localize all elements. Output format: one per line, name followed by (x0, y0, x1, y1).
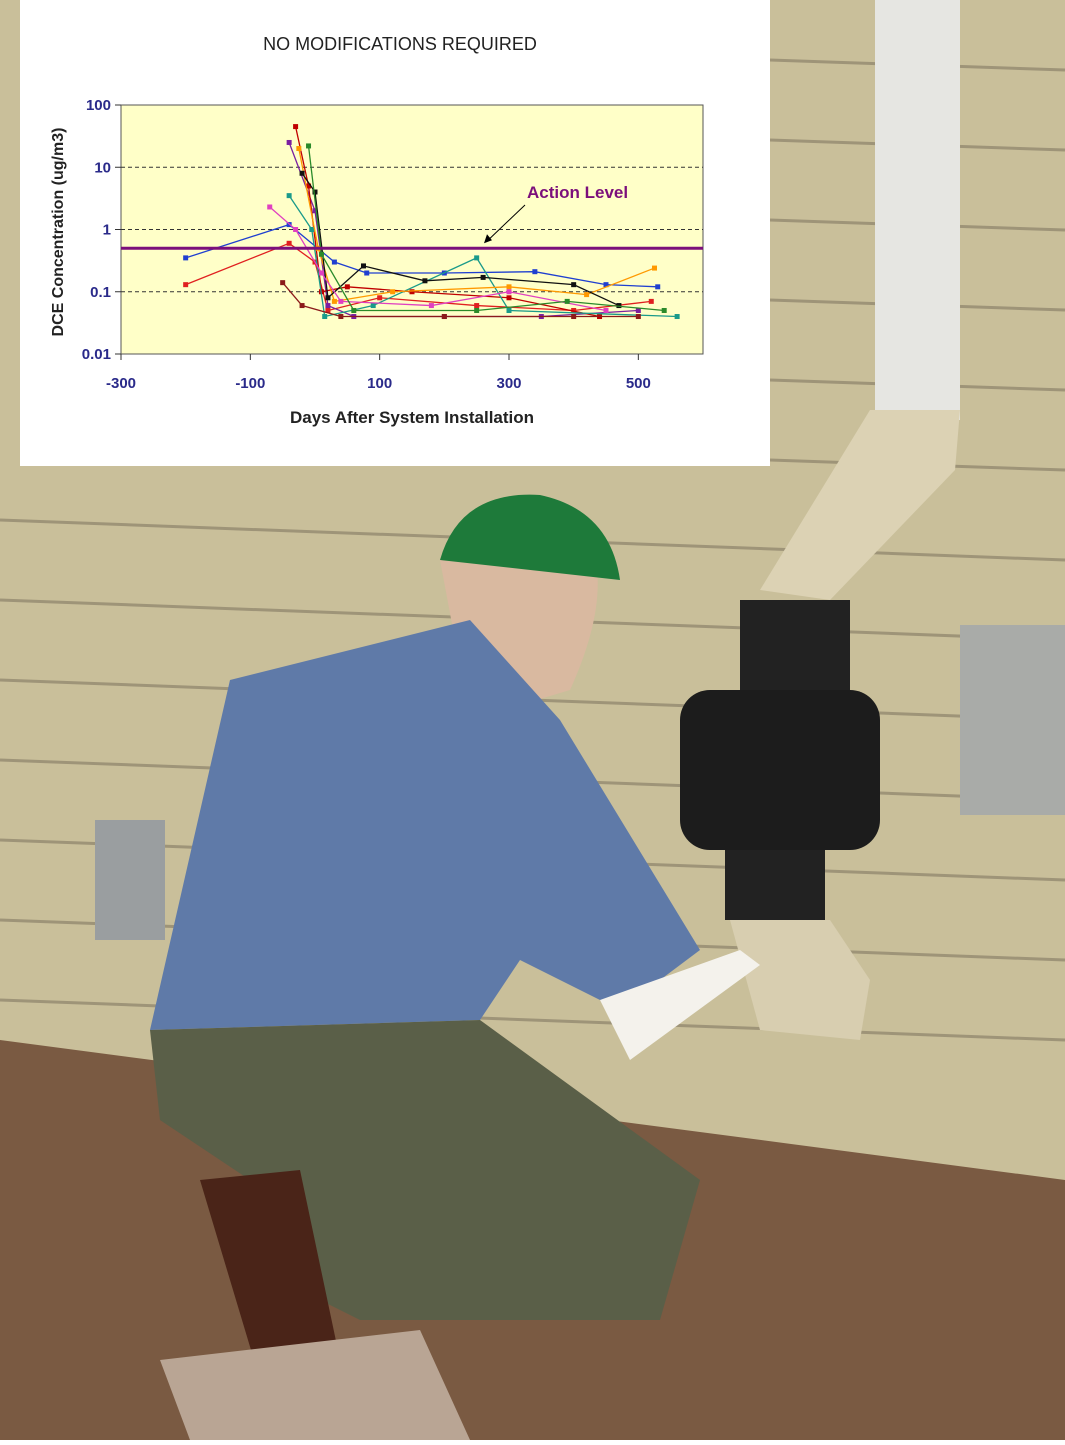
marker (293, 124, 298, 129)
marker (652, 266, 657, 271)
chart-title: NO MODIFICATIONS REQUIRED (263, 34, 537, 54)
y-tick-label: 100 (86, 97, 111, 114)
marker (390, 289, 395, 294)
marker (338, 299, 343, 304)
marker (287, 241, 292, 246)
x-axis-label: Days After System Installation (290, 408, 534, 427)
marker (655, 284, 660, 289)
marker (675, 314, 680, 319)
marker (287, 193, 292, 198)
vent (95, 820, 165, 940)
marker (474, 308, 479, 313)
marker (571, 282, 576, 287)
marker (507, 308, 512, 313)
marker (325, 295, 330, 300)
marker (345, 284, 350, 289)
marker (507, 289, 512, 294)
marker (293, 227, 298, 232)
marker (287, 140, 292, 145)
marker (351, 308, 356, 313)
marker (410, 289, 415, 294)
y-tick-label: 0.1 (90, 284, 111, 301)
y-tick-label: 1 (103, 222, 111, 239)
electric-box (960, 625, 1065, 815)
marker (183, 255, 188, 260)
marker (332, 299, 337, 304)
marker (280, 280, 285, 285)
coupling (740, 600, 850, 700)
marker (474, 303, 479, 308)
x-tick-label: -300 (106, 375, 136, 392)
marker (322, 314, 327, 319)
coupling-lower (725, 850, 825, 920)
marker (571, 314, 576, 319)
y-tick-label: 10 (94, 159, 111, 176)
marker (649, 299, 654, 304)
marker (319, 252, 324, 257)
marker (309, 227, 314, 232)
marker (267, 204, 272, 209)
x-tick-label: 300 (496, 375, 521, 392)
marker (442, 314, 447, 319)
screen: NO MODIFICATIONS REQUIRED Days After Sys… (0, 0, 1065, 1440)
marker (300, 303, 305, 308)
marker (507, 295, 512, 300)
marker (377, 295, 382, 300)
marker (474, 255, 479, 260)
marker (183, 282, 188, 287)
marker (338, 314, 343, 319)
marker (565, 299, 570, 304)
x-tick-label: -100 (235, 375, 265, 392)
downspout (875, 0, 960, 420)
marker (325, 303, 330, 308)
marker (296, 146, 301, 151)
marker (584, 292, 589, 297)
marker (429, 303, 434, 308)
marker (306, 143, 311, 148)
marker (604, 308, 609, 313)
marker (636, 314, 641, 319)
marker (662, 308, 667, 313)
marker (532, 269, 537, 274)
marker (364, 271, 369, 276)
marker (422, 278, 427, 283)
marker (481, 275, 486, 280)
x-tick-label: 500 (626, 375, 651, 392)
marker (371, 303, 376, 308)
y-axis-label: DCE Concentration (ug/m3) (50, 128, 67, 337)
marker (332, 260, 337, 265)
marker (507, 284, 512, 289)
marker (300, 171, 305, 176)
marker (319, 271, 324, 276)
fan (680, 690, 880, 850)
marker (361, 263, 366, 268)
x-tick-label: 100 (367, 375, 392, 392)
action-level-label: Action Level (527, 183, 628, 202)
y-tick-label: 0.01 (82, 346, 111, 363)
page: NO MODIFICATIONS REQUIRED Days After Sys… (0, 0, 1065, 1445)
